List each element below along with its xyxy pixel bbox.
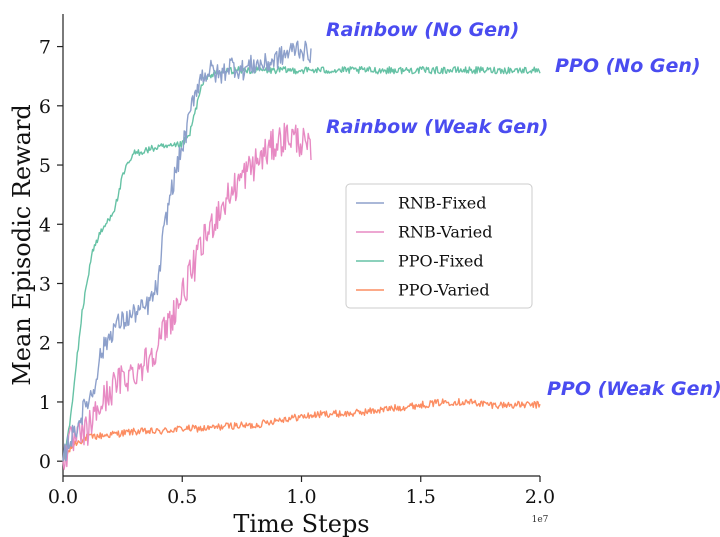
y-tick-label: 6	[39, 96, 51, 118]
series-line-ppo-fixed	[62, 66, 541, 462]
x-scale-note: 1e7	[532, 515, 549, 525]
y-tick-label: 5	[39, 155, 51, 177]
annotation: Rainbow (Weak Gen)	[326, 116, 548, 138]
series-line-ppo-varied	[62, 398, 541, 462]
y-tick-label: 3	[39, 274, 51, 296]
x-tick-label: 1.5	[406, 486, 436, 508]
y-tick-label: 4	[39, 214, 51, 236]
legend-label: PPO-Varied	[398, 281, 490, 300]
y-tick-label: 0	[39, 451, 51, 473]
x-tick-label: 1.0	[286, 486, 316, 508]
x-tick-label: 0.0	[48, 486, 78, 508]
y-tick-label: 2	[39, 333, 51, 355]
axes: 0.0 0.5 1.0 1.5 2.0 0 1 2 3 4 5 6 7 Time Steps Mean Ep…	[8, 14, 555, 537]
annotations: Rainbow (No Gen) PPO (No Gen) Rainbow (Wea…	[326, 19, 720, 400]
annotation: PPO (Weak Gen)	[547, 378, 720, 400]
y-tick-label: 1	[39, 392, 51, 414]
annotation: Rainbow (No Gen)	[326, 19, 519, 41]
legend-box	[345, 183, 533, 309]
legend-label: RNB-Varied	[398, 223, 492, 242]
legend-label: RNB-Fixed	[398, 194, 486, 213]
series-line-rnb-varied	[62, 122, 312, 471]
legend: RNB-Fixed RNB-Varied PPO-Fixed PPO-Varied	[345, 183, 533, 309]
x-tick-label: 2.0	[525, 486, 555, 508]
annotation: PPO (No Gen)	[555, 55, 701, 77]
series-line-rnb-fixed	[62, 40, 312, 462]
y-axis-label: Mean Episodic Reward	[8, 104, 36, 386]
y-tick-label: 7	[39, 37, 51, 59]
plot-area	[62, 40, 541, 471]
legend-label: PPO-Fixed	[398, 252, 484, 271]
x-tick-label: 0.5	[167, 486, 197, 508]
x-axis-label: Time Steps	[233, 510, 369, 537]
